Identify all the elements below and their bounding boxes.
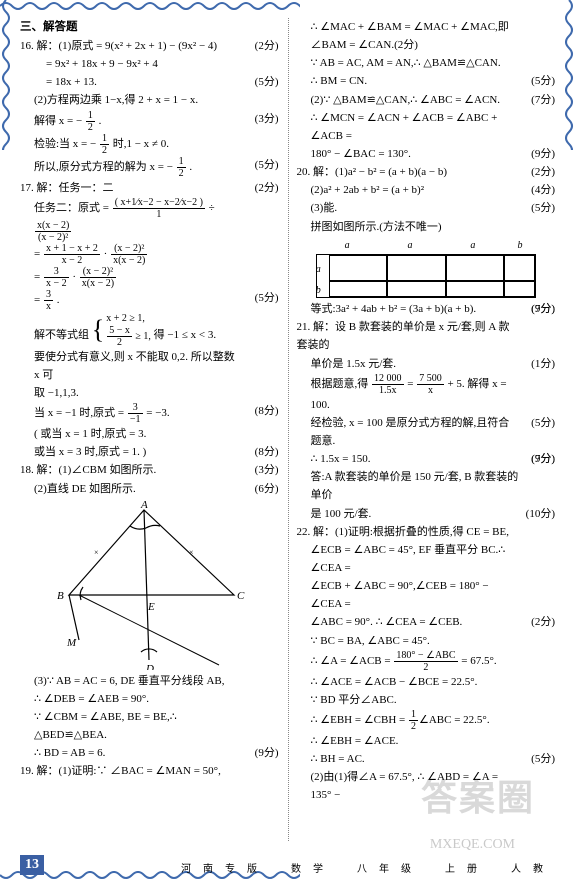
points-label: (6分) <box>255 480 279 498</box>
text-line: 19. 解：(1)证明:∵ ∠BAC = ∠MAN = 50°, <box>20 762 279 780</box>
page-number: 13 <box>20 855 44 875</box>
svg-text:×: × <box>189 548 194 557</box>
text-line: 22. 解：(1)证明:根据折叠的性质,得 CE = BE, <box>297 523 556 541</box>
points-label: (5分) <box>531 72 555 90</box>
points-label: (8分) <box>255 402 279 420</box>
text-line: ∠ECB + ∠ABC = 90°,∠CEB = 180° − ∠CEA = <box>297 577 556 613</box>
text-line: ∴ 1.5x = 150.(9分) <box>297 450 556 468</box>
points-label: (3分) <box>255 110 279 128</box>
points-label: (1分) <box>531 355 555 373</box>
svg-text:×: × <box>94 548 99 557</box>
text-line: 检验:当 x = − 12 时,1 − x ≠ 0. <box>20 133 279 156</box>
text-line: ∴ ∠EBH = ∠CBH = 12∠ABC = 22.5°. <box>297 709 556 732</box>
text-line: ∴ BH = AC.(5分) <box>297 750 556 768</box>
text-line: 经检验, x = 100 是原分式方程的解,且符合题意. <box>297 414 556 450</box>
text-line: ∴ ∠MAC + ∠BAM = ∠MAC + ∠MAC,即∠BAM = ∠CAN… <box>297 18 556 54</box>
points-label: (5分) <box>255 73 279 91</box>
border-left <box>0 0 10 150</box>
svg-text:M: M <box>66 637 77 649</box>
content-area: 三、解答题16. 解：(1)原式 = 9(x² + 2x + 1) − (9x²… <box>0 0 575 825</box>
text-line: (2)直线 DE 如图所示.(6分) <box>20 480 279 498</box>
text-line: 17. 解：任务一：二(2分) <box>20 179 279 197</box>
points-label: (5分) <box>531 750 555 768</box>
text-line: 拼图如图所示.(方法不唯一) <box>297 218 556 236</box>
text-line: 18. 解：(1)∠CBM 如图所示.(3分) <box>20 461 279 479</box>
text-line: 是 100 元/套.(10分) <box>297 505 556 523</box>
text-line: ∴ BD = AB = 6.(9分) <box>20 744 279 762</box>
text-line: ∴ ∠A = ∠ACB = 180° − ∠ABC2 = 67.5°. <box>297 650 556 673</box>
text-line: 单价是 1.5x 元/套.(1分) <box>297 355 556 373</box>
points-label: (9分) <box>531 145 555 163</box>
text-line: ∠ABC = 90°. ∴ ∠CEA = ∠CEB.(2分) <box>297 613 556 631</box>
figure-triangle: × × A B C E D M <box>20 500 279 670</box>
text-line: 根据题意,得 12 0001.5x = 7 500x + 5. 解得 x = 1… <box>297 373 556 414</box>
text-line: (3)∵ AB = AC = 6, DE 垂直平分线段 AB, <box>20 672 279 690</box>
text-line: ∴ ∠ACE = ∠ACB − ∠BCE = 22.5°. <box>297 673 556 691</box>
text-line: = 9x² + 18x + 9 − 9x² + 4 <box>20 55 279 73</box>
points-label: (9分) <box>531 300 555 318</box>
text-line: 任务二：原式 = ( x+1⁄x−2 − x−2⁄x−2 )1 ÷ x(x − … <box>20 197 279 243</box>
text-line: (2)方程两边乘 1−x,得 2 + x = 1 − x. <box>20 91 279 109</box>
svg-text:E: E <box>147 601 155 613</box>
text-line: = 18x + 13.(5分) <box>20 73 279 91</box>
text-line: ( 或当 x = 1 时,原式 = 3. <box>20 425 279 443</box>
text-line: ∴ ∠MCN = ∠ACN + ∠ACB = ∠ABC + ∠ACB = <box>297 109 556 145</box>
text-line: 解得 x = − 12 .(3分) <box>20 110 279 133</box>
text-line: 20. 解：(1)a² − b² = (a + b)(a − b)(2分) <box>297 163 556 181</box>
text-line: = 3x .(5分) <box>20 289 279 312</box>
text-line: 180° − ∠BAC = 130°.(9分) <box>297 145 556 163</box>
points-label: (5分) <box>255 289 279 307</box>
text-line: ∴ BM = CN.(5分) <box>297 72 556 90</box>
text-line: 或当 x = 3 时,原式 = 1. )(8分) <box>20 443 279 461</box>
svg-text:D: D <box>145 663 154 670</box>
text-line: ∠ECB = ∠ABC = 45°, EF 垂直平分 BC.∴ ∠CEA = <box>297 541 556 577</box>
text-line: 要使分式有意义,则 x 不能取 0,2. 所以整数 x 可 <box>20 348 279 384</box>
text-line: ∴ ∠DEB = ∠AEB = 90°. <box>20 690 279 708</box>
points-label: (9分) <box>255 744 279 762</box>
text-line: ∴ ∠EBH = ∠ACE. <box>297 732 556 750</box>
text-line: 16. 解：(1)原式 = 9(x² + 2x + 1) − (9x² − 4)… <box>20 37 279 55</box>
points-label: (8分) <box>255 443 279 461</box>
points-label: (9分) <box>531 450 555 468</box>
svg-text:C: C <box>237 590 245 602</box>
text-line: 21. 解：设 B 款套装的单价是 x 元/套,则 A 款套装的 <box>297 318 556 354</box>
points-label: (10分) <box>526 505 555 523</box>
points-label: (3分) <box>255 461 279 479</box>
points-label: (7分) <box>531 91 555 109</box>
text-line: 解不等式组 {x + 2 ≥ 1,5 − x2 ≥ 1, 得 −1 ≤ x < … <box>20 312 279 348</box>
text-line: ∵ ∠CBM = ∠ABE, BE = BE,∴ △BED≌△BEA. <box>20 708 279 744</box>
points-label: (4分) <box>531 181 555 199</box>
points-label: (2分) <box>255 179 279 197</box>
watermark-url: MXEQE.COM <box>430 837 515 853</box>
text-line: 所以,原分式方程的解为 x = − 12 .(5分) <box>20 156 279 179</box>
border-right <box>565 0 575 150</box>
text-line: 当 x = −1 时,原式 = 3−1 = −3.(8分) <box>20 402 279 425</box>
text-line: ∵ AB = AC, AM = AN,∴ △BAM≌△CAN. <box>297 54 556 72</box>
text-line: 答:A 款套装的单价是 150 元/套, B 款套装的单价 <box>297 468 556 504</box>
figure-table: a a a b a <box>297 238 556 299</box>
footer-text: 河南专版 数学 八年级 上册 人教 <box>62 860 555 875</box>
text-line: ∵ BC = BA, ∠ABC = 45°. <box>297 632 556 650</box>
svg-text:B: B <box>57 590 64 602</box>
points-label: (2分) <box>531 613 555 631</box>
text-line: ∵ BD 平分∠ABC. <box>297 691 556 709</box>
points-label: (5分) <box>255 156 279 174</box>
text-line: (2)a² + 2ab + b² = (a + b)²(4分) <box>297 181 556 199</box>
text-line: (3)能.(5分) <box>297 199 556 217</box>
text-line: 取 −1,1,3. <box>20 384 279 402</box>
text-line: = 3x − 2 · (x − 2)²x(x − 2) <box>20 266 279 289</box>
points-label: (2分) <box>531 163 555 181</box>
svg-text:A: A <box>140 500 148 511</box>
text-line: 三、解答题 <box>20 18 279 37</box>
page-footer: 13 河南专版 数学 八年级 上册 人教 <box>20 855 555 875</box>
text-line: (2)由(1)得∠A = 67.5°, ∴ ∠ABD = ∠A = 135° − <box>297 768 556 804</box>
border-top <box>0 0 300 10</box>
text-line: 等式:3a² + 4ab + b² = (3a + b)(a + b).(9分) <box>297 300 556 318</box>
points-label: (5分) <box>531 199 555 217</box>
text-line: (2)∵ △BAM≌△CAN,∴ ∠ABC = ∠ACN.(7分) <box>297 91 556 109</box>
text-line: = x + 1 − x + 2x − 2 · (x − 2)²x(x − 2) <box>20 243 279 266</box>
points-label: (2分) <box>255 37 279 55</box>
